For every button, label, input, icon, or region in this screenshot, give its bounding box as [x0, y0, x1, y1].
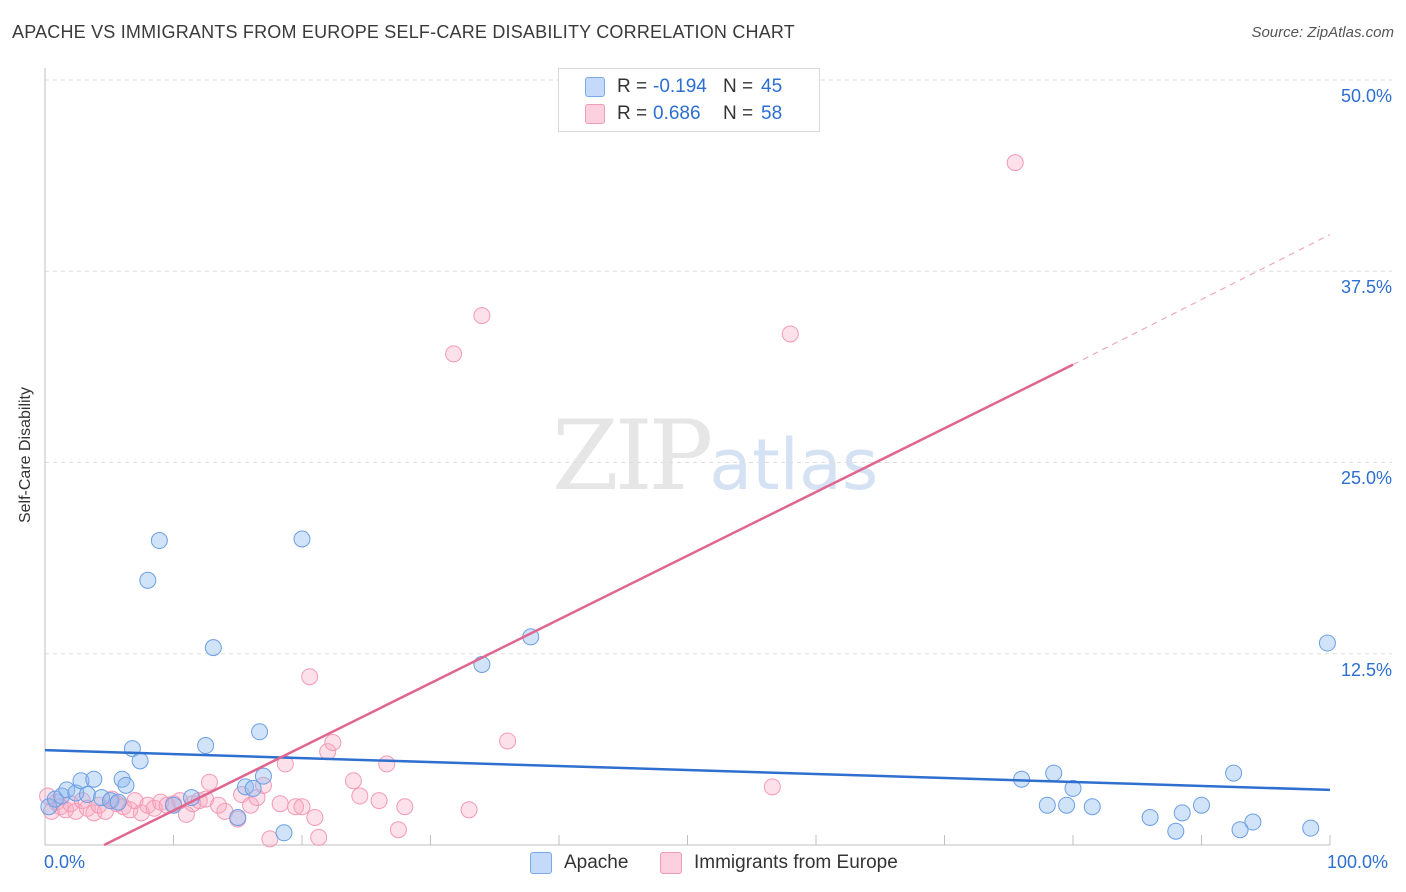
apache-point	[78, 786, 96, 804]
immigrants-point	[378, 755, 396, 773]
apache-point	[1167, 822, 1185, 840]
r-value: 0.686	[653, 103, 701, 124]
x-tick-label: 100.0%	[1327, 852, 1389, 872]
immigrants-point	[306, 808, 324, 826]
immigrants-point	[351, 787, 369, 805]
apache-point	[1231, 821, 1249, 839]
grid-lines	[45, 79, 1392, 655]
correlation-legend: R = -0.194 N = 45 R = 0.686 N = 58	[558, 68, 820, 132]
apache-point	[293, 530, 311, 548]
y-tick-label: 25.0%	[1340, 468, 1392, 488]
immigrants-point	[287, 798, 305, 816]
apache-point	[1318, 634, 1336, 652]
immigrants-point	[177, 805, 195, 823]
immigrants-point	[1006, 154, 1024, 172]
apache-point	[1225, 764, 1243, 782]
apache-point	[109, 793, 127, 811]
y-axis-label: Self-Care Disability	[17, 386, 34, 524]
y-tick-label: 50.0%	[1340, 86, 1392, 106]
n-label: N =	[723, 103, 754, 124]
apache-point	[150, 532, 168, 550]
apache-swatch	[530, 852, 552, 874]
immigrants-point	[499, 732, 517, 750]
apache-point	[58, 781, 76, 799]
immigrants-trend-extension	[1072, 233, 1331, 366]
immigrants-point	[344, 772, 362, 790]
legend-row-apache: R = -0.194 N = 45	[585, 75, 782, 99]
axes	[44, 68, 1331, 846]
apache-point	[1244, 813, 1262, 831]
immigrants-point	[445, 345, 463, 363]
n-value: 58	[761, 103, 783, 124]
apache-point	[117, 776, 135, 794]
trend-lines	[44, 233, 1331, 847]
apache-point	[254, 767, 272, 785]
immigrants-point	[324, 733, 342, 751]
immigrants-point	[370, 792, 388, 810]
watermark-zip: ZIP	[552, 400, 713, 512]
series-apache-points	[40, 530, 1336, 842]
apache-point	[244, 779, 262, 797]
immigrants-point	[763, 778, 781, 796]
apache-point	[1045, 764, 1063, 782]
apache-point	[229, 808, 247, 826]
y-tick-label: 12.5%	[1340, 660, 1392, 680]
legend-row-immigrants: R = 0.686 N = 58	[585, 102, 782, 126]
immigrants-swatch	[585, 104, 605, 124]
immigrants-point	[389, 821, 407, 839]
apache-point	[139, 571, 157, 589]
legend-label: Apache	[564, 852, 629, 873]
apache-point	[1141, 808, 1159, 826]
apache-point	[1058, 796, 1076, 814]
apache-point	[1083, 798, 1101, 816]
immigrants-trend-line	[103, 363, 1074, 847]
apache-point	[1064, 779, 1082, 797]
legend-item-immigrants: Immigrants from Europe	[660, 852, 898, 874]
r-label: R =	[617, 103, 648, 124]
immigrants-point	[473, 307, 491, 325]
apache-point	[1193, 796, 1210, 814]
y-tick-label: 37.5%	[1340, 277, 1392, 297]
apache-point	[197, 737, 215, 755]
apache-point	[275, 824, 293, 842]
apache-point	[251, 723, 269, 741]
series-immigrants-points	[39, 154, 1024, 848]
apache-point	[131, 752, 149, 770]
immigrants-point	[781, 325, 799, 343]
apache-point	[1302, 819, 1320, 837]
apache-point	[1173, 804, 1191, 822]
legend-item-apache: Apache	[530, 852, 628, 874]
immigrants-swatch	[660, 852, 682, 874]
immigrants-point	[301, 668, 319, 686]
x-tick-label: 0.0%	[44, 852, 86, 872]
source-label: Source: ZipAtlas.com	[1251, 24, 1394, 41]
legend-label: Immigrants from Europe	[694, 852, 898, 873]
n-label: N =	[723, 76, 754, 97]
immigrants-point	[209, 796, 227, 814]
immigrants-point	[293, 798, 311, 816]
apache-swatch	[585, 77, 605, 97]
apache-trend-line	[44, 748, 1331, 792]
immigrants-point	[460, 801, 478, 819]
r-value: -0.194	[653, 76, 707, 97]
r-label: R =	[617, 76, 648, 97]
apache-point	[72, 772, 90, 790]
immigrants-point	[310, 828, 328, 846]
watermark: ZIPatlas	[552, 400, 878, 512]
immigrants-point	[261, 830, 279, 848]
series-legend: Apache Immigrants from Europe	[0, 852, 1406, 878]
immigrants-point	[254, 776, 272, 794]
apache-point	[85, 770, 103, 788]
chart-title: APACHE VS IMMIGRANTS FROM EUROPE SELF-CA…	[12, 22, 795, 42]
immigrants-point	[145, 799, 163, 817]
n-value: 45	[761, 76, 783, 97]
immigrants-point	[271, 795, 289, 813]
immigrants-point	[396, 798, 414, 816]
watermark-atlas: atlas	[709, 424, 879, 506]
apache-point	[204, 639, 222, 657]
immigrants-point	[200, 773, 218, 791]
apache-point	[93, 789, 111, 807]
apache-point	[1038, 796, 1056, 814]
